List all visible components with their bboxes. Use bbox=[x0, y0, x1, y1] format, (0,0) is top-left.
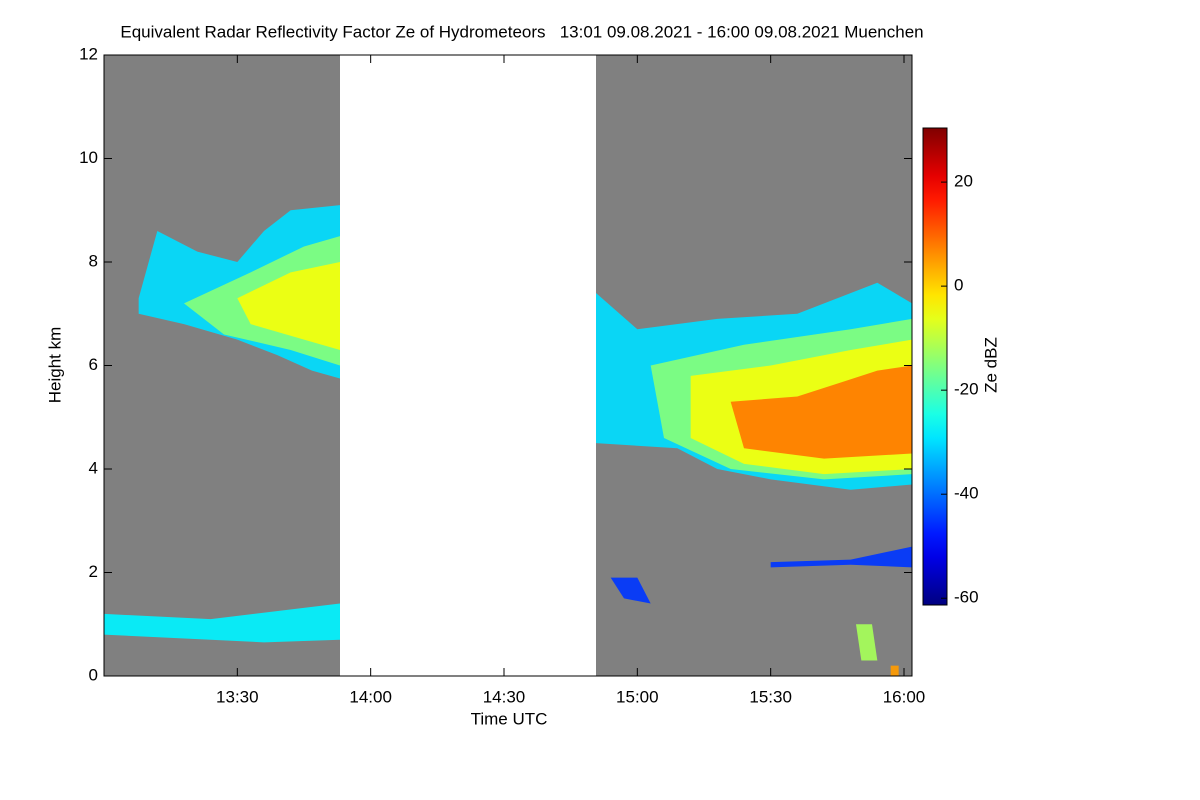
radar-echo bbox=[104, 603, 340, 643]
x-tick-label: 14:00 bbox=[349, 687, 392, 706]
colorbar bbox=[922, 127, 948, 606]
colorbar-tick-label: 20 bbox=[954, 172, 973, 191]
y-tick-label: 0 bbox=[89, 665, 98, 684]
chart-title: Equivalent Radar Reflectivity Factor Ze … bbox=[120, 22, 923, 41]
colorbar-label: Ze dBZ bbox=[981, 337, 1000, 393]
x-tick-label: 13:30 bbox=[216, 687, 259, 706]
x-tick-label: 16:00 bbox=[883, 687, 926, 706]
x-tick-label: 15:30 bbox=[749, 687, 792, 706]
y-tick-label: 2 bbox=[89, 562, 98, 581]
y-tick-label: 4 bbox=[89, 458, 98, 477]
radar-echo bbox=[856, 624, 878, 661]
colorbar-tick-label: -60 bbox=[954, 588, 979, 607]
y-axis-label: Height km bbox=[45, 327, 64, 404]
colorbar-tick-label: -40 bbox=[954, 484, 979, 503]
radar-echo bbox=[610, 577, 651, 604]
y-tick-label: 6 bbox=[89, 355, 98, 374]
radar-echo bbox=[730, 365, 912, 459]
x-tick-label: 14:30 bbox=[483, 687, 526, 706]
colorbar-tick-label: 0 bbox=[954, 276, 963, 295]
x-tick-label: 15:00 bbox=[616, 687, 659, 706]
x-axis-label: Time UTC bbox=[471, 709, 548, 728]
y-tick-label: 12 bbox=[79, 44, 98, 63]
radar-echo bbox=[237, 262, 340, 350]
radar-echo bbox=[770, 546, 912, 568]
y-tick-label: 8 bbox=[89, 251, 98, 270]
colorbar-tick-label: -20 bbox=[954, 380, 979, 399]
radar-echo bbox=[890, 665, 899, 676]
y-tick-label: 10 bbox=[79, 148, 98, 167]
